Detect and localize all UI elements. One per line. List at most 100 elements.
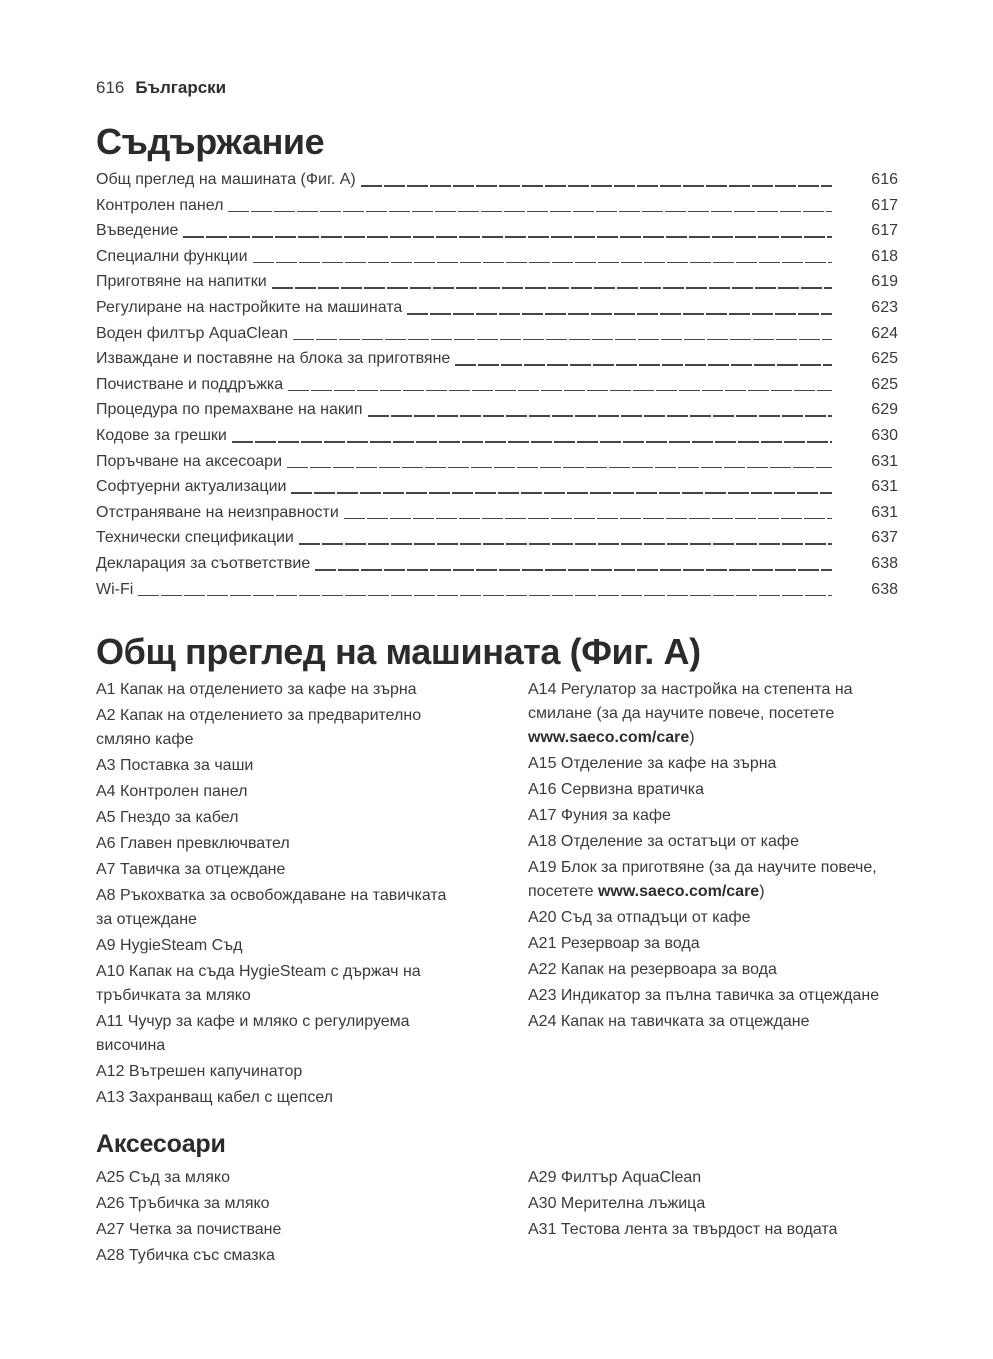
list-item: A8 Ръкохватка за освобождаване на тавичк…	[96, 884, 528, 932]
item-text: A8 Ръкохватка за освобождаване на тавичк…	[96, 887, 447, 905]
item-text: A16 Сервизна вратичка	[528, 781, 705, 799]
toc-entry-page: 625	[871, 350, 898, 368]
item-text: A9 HygieSteam Съд	[96, 937, 243, 955]
accessories-right-column: A29 Филтър AquaClean A30 Мерителна лъжица…	[528, 1166, 898, 1270]
overview-left-column: A1 Капак на отделението за кафе на зърна…	[96, 678, 528, 1112]
page-header: 616 Български	[96, 0, 898, 98]
list-item-line: A31 Тестова лента за твърдост на водата	[528, 1218, 898, 1242]
item-text: A24 Капак на тавичката за отцеждане	[528, 1013, 810, 1031]
list-item-line: A18 Отделение за остатъци от кафе	[528, 830, 898, 854]
toc-entry-label: Поръчване на аксесоари	[96, 452, 282, 470]
toc-leader-line	[183, 236, 832, 238]
list-item: A3 Поставка за чаши	[96, 754, 528, 778]
page-number: 616	[96, 78, 125, 97]
list-item-line: A7 Тавичка за отцеждане	[96, 858, 528, 882]
list-item: A25 Съд за мляко	[96, 1166, 528, 1190]
list-item-line: смилане (за да научите повече, посетете	[528, 702, 898, 726]
toc-leader-line	[138, 594, 832, 597]
list-item-line: A8 Ръкохватка за освобождаване на тавичк…	[96, 884, 528, 908]
list-item: A17 Фуния за кафе	[528, 804, 898, 828]
toc-entry-label: Процедура по премахване на накип	[96, 401, 363, 419]
toc-entry-page: 625	[871, 375, 898, 393]
item-text: A1 Капак на отделението за кафе на зърна	[96, 681, 417, 699]
list-item-line: A26 Тръбичка за мляко	[96, 1192, 528, 1216]
bold-url-text: www.saeco.com/care	[597, 883, 760, 901]
toc-entry: Кодове за грешки 630	[96, 423, 898, 449]
list-item-line: www.saeco.com/care)	[528, 726, 898, 750]
toc-leader-line	[231, 441, 832, 443]
item-text: A3 Поставка за чаши	[96, 757, 254, 775]
list-item-line: A2 Капак на отделението за предварително	[96, 704, 528, 728]
list-item-line: A25 Съд за мляко	[96, 1166, 528, 1190]
list-item: A30 Мерителна лъжица	[528, 1192, 898, 1216]
item-text: A18 Отделение за остатъци от кафе	[528, 833, 799, 851]
item-text: A5 Гнездо за кабел	[96, 809, 239, 827]
item-text: A23 Индикатор за пълна тавичка за отцежд…	[528, 987, 880, 1005]
toc-entry: Отстраняване на неизправности 631	[96, 500, 898, 526]
item-text: за отцеждане	[96, 911, 197, 929]
toc-entry-page: 631	[871, 503, 898, 521]
item-text: височина	[96, 1037, 166, 1055]
toc-entry: Изваждане и поставяне на блока за пригот…	[96, 346, 898, 372]
toc-leader-line	[407, 313, 832, 315]
list-item: A14 Регулатор за настройка на степента н…	[528, 678, 898, 750]
list-item: A28 Тубичка със смазка	[96, 1244, 528, 1268]
item-text: A15 Отделение за кафе на зърна	[528, 755, 777, 773]
list-item-line: тръбичката за мляко	[96, 984, 528, 1008]
list-item-line: A29 Филтър AquaClean	[528, 1166, 898, 1190]
item-text: A10 Капак на съда HygieSteam с държач на	[96, 963, 421, 981]
list-item-line: A4 Контролен панел	[96, 780, 528, 804]
list-item-line: A27 Четка за почистване	[96, 1218, 528, 1242]
list-item-line: A1 Капак на отделението за кафе на зърна	[96, 678, 528, 702]
list-item: A31 Тестова лента за твърдост на водата	[528, 1218, 898, 1242]
list-item: A15 Отделение за кафе на зърна	[528, 752, 898, 776]
item-text: A21 Резервоар за вода	[528, 935, 700, 953]
overview-columns: A1 Капак на отделението за кафе на зърна…	[96, 678, 898, 1112]
list-item-line: A19 Блок за приготвяне (за да научите по…	[528, 856, 898, 880]
toc-entry-page: 617	[871, 196, 898, 214]
list-item: A11 Чучур за кафе и мляко с регулируема в…	[96, 1010, 528, 1058]
toc-leader-line	[293, 338, 832, 341]
toc-title: Съдържание	[96, 121, 325, 162]
toc-entry: Декларация за съответствие 638	[96, 551, 898, 577]
item-text: )	[759, 883, 765, 901]
list-item-line: A10 Капак на съда HygieSteam с държач на	[96, 960, 528, 984]
toc-entry-label: Отстраняване на неизправности	[96, 503, 339, 521]
toc-entry-page: 619	[871, 273, 898, 291]
toc-entry-page: 623	[871, 298, 898, 316]
toc-entry-label: Специални функции	[96, 247, 248, 265]
toc-list: Общ преглед на машината (Фиг. A) 616 Контр…	[96, 167, 898, 602]
toc-entry-page: 617	[871, 222, 898, 240]
item-text: A31 Тестова лента за твърдост на водата	[528, 1221, 838, 1239]
item-text: A7 Тавичка за отцеждане	[96, 861, 286, 879]
list-item-line: A30 Мерителна лъжица	[528, 1192, 898, 1216]
list-item: A29 Филтър AquaClean	[528, 1166, 898, 1190]
item-text: A2 Капак на отделението за предварително	[96, 707, 422, 725]
list-item: A26 Тръбичка за мляко	[96, 1192, 528, 1216]
item-text: A20 Съд за отпадъци от кафе	[528, 909, 751, 927]
list-item-line: A20 Съд за отпадъци от кафе	[528, 906, 898, 930]
toc-entry-page: 624	[871, 324, 898, 342]
list-item: A7 Тавичка за отцеждане	[96, 858, 528, 882]
list-item: A18 Отделение за остатъци от кафе	[528, 830, 898, 854]
accessories-section-title: Аксесоари	[96, 1130, 226, 1159]
list-item: A16 Сервизна вратичка	[528, 778, 898, 802]
toc-entry-label: Воден филтър AquaClean	[96, 324, 289, 342]
list-item: A6 Главен превключвател	[96, 832, 528, 856]
toc-leader-line	[343, 517, 832, 520]
list-item: A19 Блок за приготвяне (за да научите по…	[528, 856, 898, 904]
toc-entry-page: 638	[871, 580, 898, 598]
list-item-line: A17 Фуния за кафе	[528, 804, 898, 828]
list-item-line: за отцеждане	[96, 908, 528, 932]
toc-entry-label: Регулиране на настройките на машината	[96, 298, 403, 316]
toc-entry-label: Общ преглед на машината (Фиг. A)	[96, 171, 356, 188]
toc-entry: Воден филтър AquaClean 624	[96, 321, 898, 347]
toc-entry: Общ преглед на машината (Фиг. A) 616	[96, 167, 898, 193]
item-text: A27 Четка за почистване	[96, 1221, 282, 1239]
toc-leader-line	[367, 415, 832, 417]
toc-entry-label: Изваждане и поставяне на блока за пригот…	[96, 350, 451, 368]
bold-url-text: www.saeco.com/care	[528, 729, 690, 747]
toc-entry-page: 616	[871, 171, 898, 188]
toc-entry: Специални функции 618	[96, 244, 898, 270]
list-item-line: A22 Капак на резервоара за вода	[528, 958, 898, 982]
